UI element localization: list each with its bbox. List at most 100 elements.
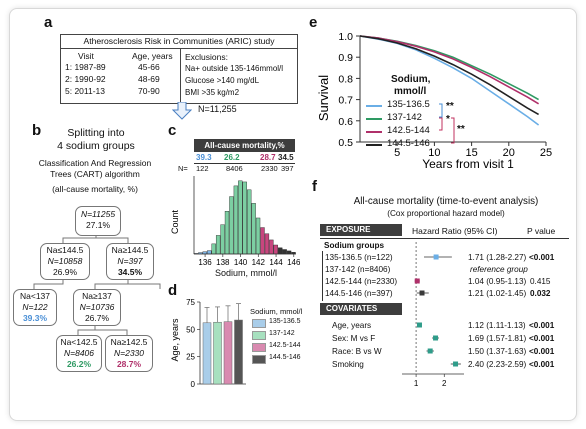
- mortality-row: 39.3 26.2 28.7 34.5: [194, 152, 295, 164]
- surv-legend-line-1: [366, 105, 382, 107]
- mortality-g1: 39.3: [196, 153, 212, 162]
- surv-legend-line-3: [366, 131, 382, 133]
- node-l3-pct: 26.2%: [66, 359, 92, 369]
- surv-legend-label-1: 135-136.5: [387, 99, 430, 110]
- histogram-xtick-label: 142: [252, 258, 266, 266]
- surv-legend-label-4: 144.5-146: [387, 138, 430, 149]
- row-hr-smoking: 2.40 (2.23-2.59): [468, 360, 527, 369]
- row-label-race: Race: B vs W: [332, 347, 382, 356]
- node-r1-cond: Na≥144.5: [111, 245, 149, 255]
- age-legend-item-1: 135-136.5: [252, 318, 332, 330]
- panel-b-label: b: [32, 122, 42, 139]
- forest-xtick-label: 2: [442, 379, 447, 388]
- row-hr-142: 1.04 (0.95-1.13): [468, 277, 527, 286]
- row-p-sex: <0.001: [529, 334, 555, 343]
- tree-node-na-lt-142: Na<142.5 N=8406 26.2%: [56, 335, 102, 372]
- histogram-bar: [211, 243, 216, 255]
- survival-ytick-label: 0.9: [338, 52, 353, 64]
- histogram-bar: [282, 249, 287, 255]
- histogram-ylabel: Count: [170, 210, 180, 235]
- age-legend-label-4: 144.5-146: [269, 354, 301, 361]
- forest-point: [414, 278, 420, 284]
- surv-legend-label-3: 142.5-144: [387, 125, 430, 136]
- counts-n-label: N=: [178, 164, 188, 173]
- sig-2: *: [446, 114, 450, 125]
- p-col-header: P value: [527, 226, 556, 236]
- legend-swatch-2: [252, 331, 266, 340]
- histogram-bar: [207, 250, 212, 255]
- forest-point: [419, 290, 425, 296]
- histogram-bar: [260, 227, 265, 255]
- row-hr-sex: 1.69 (1.57-1.81): [468, 334, 527, 343]
- row-label-sex: Sex: M vs F: [332, 334, 376, 343]
- tree-node-na-le-144: Na≤144.5 N=10858 26.9%: [40, 243, 90, 280]
- visit-2-age: 48-69: [138, 74, 160, 84]
- row-p-142: 0.415: [530, 277, 551, 286]
- histogram-bar: [242, 181, 247, 255]
- histogram-xtick-label: 136: [198, 258, 212, 266]
- down-arrow-icon: [172, 102, 192, 120]
- sig-1: **: [446, 101, 454, 112]
- age-legend-label-3: 142.5-144: [269, 342, 301, 349]
- cart-tree-connectors: [33, 232, 161, 335]
- mortality-header: All-cause mortality,%: [194, 139, 295, 152]
- age-bar-chart: Age, years 0 25 50 75: [170, 298, 246, 389]
- node-r2-cond: Na≥137: [82, 291, 112, 301]
- histogram-xticks: 136 138 140 142 144 146: [198, 254, 300, 266]
- tree-node-na-ge-144: Na≥144.5 N=397 34.5%: [106, 243, 154, 280]
- legend-swatch-1: [252, 319, 266, 328]
- row-label-144: 144.5-146 (n=397): [325, 289, 393, 298]
- survival-legend-title-2: mmol/l: [394, 86, 427, 97]
- node-l3-cond: Na<142.5: [60, 337, 98, 347]
- legend-swatch-4: [252, 355, 266, 364]
- tree-node-na-ge-137: Na≥137 N=10736 26.7%: [73, 289, 121, 326]
- covariates-header: COVARIATES: [320, 303, 402, 315]
- age-bar: [213, 321, 222, 385]
- age-legend-item-3: 142.5-144: [252, 342, 332, 354]
- survival-ylabel: Survival: [316, 75, 331, 121]
- node-r3-pct: 28.7%: [116, 359, 142, 369]
- visit-col-header: Visit: [78, 51, 94, 61]
- forest-title: All-cause mortality (time-to-event analy…: [353, 196, 539, 207]
- histogram-bar: [264, 233, 270, 255]
- sodium-bracket: [322, 251, 323, 301]
- age-legend-title: Sodium, mmol/l: [250, 307, 303, 316]
- survival-lines: [359, 35, 540, 126]
- forest-subtitle: (Cox proportional hazard model): [387, 209, 505, 218]
- node-l1-cond: Na≤144.5: [46, 245, 84, 255]
- panel-d-label: d: [168, 282, 178, 299]
- surv-legend-item-2: 137-142: [366, 112, 456, 125]
- row-hr-144: 1.21 (1.02-1.45): [468, 289, 527, 298]
- histogram-bar: [224, 211, 230, 255]
- row-p-135: <0.001: [529, 253, 555, 262]
- histogram-bar: [247, 189, 252, 255]
- age-legend-label-1: 135-136.5: [269, 318, 301, 325]
- tree-node-root: N=11255 27.1%: [75, 206, 121, 236]
- histogram-xtick-label: 138: [216, 258, 230, 266]
- row-label-142: 142.5-144 (n=2330): [325, 277, 398, 286]
- node-l2-pct: 39.3%: [22, 313, 48, 323]
- age-legend-item-2: 137-142: [252, 330, 332, 342]
- age-ytick-label: 50: [186, 325, 195, 334]
- histogram-bar: [286, 250, 292, 255]
- node-l2-n: N=122: [22, 302, 48, 312]
- forest-point: [427, 348, 433, 354]
- age-bar: [234, 319, 243, 385]
- cart-title-1: Splitting into: [67, 127, 125, 139]
- age-legend-label-2: 137-142: [269, 330, 295, 337]
- histogram-bar: [278, 247, 283, 255]
- exclusion-bmi: BMI >35 kg/m2: [185, 88, 240, 97]
- survival-legend: 135-136.5 137-142 142.5-144 144.5-146: [366, 99, 456, 151]
- histogram-bar: [220, 224, 225, 255]
- count-g3: 2330: [261, 164, 278, 173]
- node-l1-pct: 26.9%: [52, 267, 78, 277]
- survival-ytick-label: 0.7: [338, 95, 353, 107]
- survival-line: [359, 35, 539, 101]
- row-p-144: 0.032: [530, 289, 551, 298]
- aric-title: Atherosclerosis Risk in Communities (ARI…: [83, 36, 275, 46]
- panel-c-label: c: [168, 122, 177, 139]
- cart-method-2: Trees (CART) algorithm: [50, 169, 140, 179]
- forest-xtick-label: 1: [414, 379, 419, 388]
